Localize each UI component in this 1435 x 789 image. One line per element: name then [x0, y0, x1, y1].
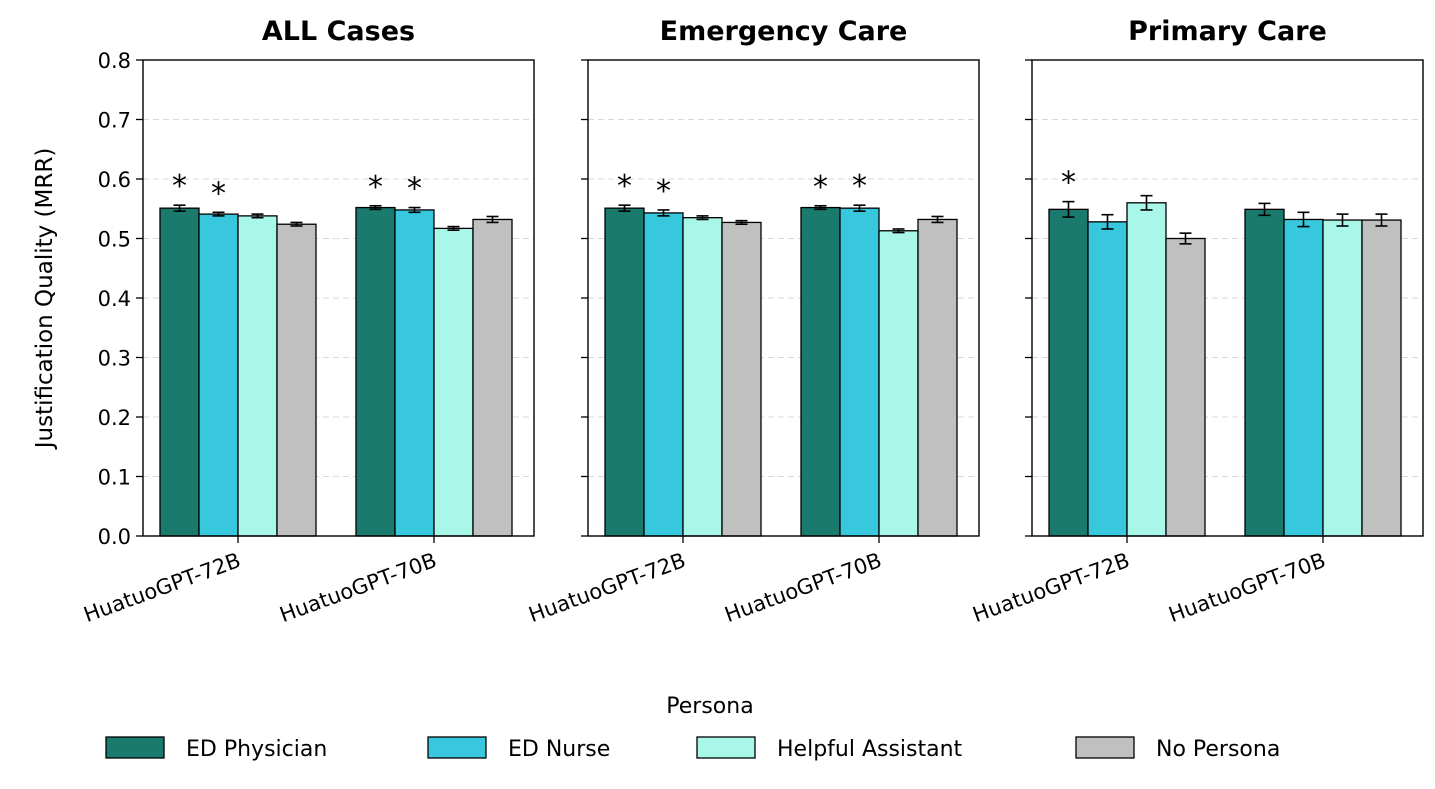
y-tick-label: 0.0 [98, 525, 131, 549]
significance-star: * [211, 176, 226, 211]
x-tick-label: HuatuoGPT-72B [970, 548, 1133, 627]
bar-ed-physician [159, 207, 200, 537]
bar-helpful-assistant [1126, 202, 1167, 537]
legend-swatch [105, 736, 165, 759]
significance-star: * [852, 169, 867, 204]
legend-item-no-persona: No Persona [1075, 736, 1280, 762]
y-tick-label: 0.6 [98, 168, 131, 192]
y-tick-label: 0.7 [98, 109, 131, 133]
panel-title: Primary Care [1128, 16, 1327, 47]
bar-helpful-assistant [237, 215, 278, 537]
legend: Persona ED Physician ED Nurse Helpful Assi… [105, 694, 1280, 762]
legend-item-helpful-assistant: Helpful Assistant [696, 736, 963, 762]
x-tick-label: HuatuoGPT-70B [1166, 548, 1329, 627]
y-tick-label: 0.4 [98, 287, 131, 311]
x-tick-label: HuatuoGPT-72B [526, 548, 689, 627]
bar-helpful-assistant [682, 217, 723, 537]
bar-ed-nurse [1087, 221, 1128, 537]
bar-ed-nurse [394, 209, 435, 537]
y-tick-label: 0.5 [98, 228, 131, 252]
bar-no-persona [721, 221, 762, 537]
bar-ed-nurse [643, 212, 684, 537]
y-tick-label: 0.1 [98, 466, 131, 490]
significance-star: * [172, 169, 187, 204]
x-tick-label: HuatuoGPT-72B [81, 548, 244, 627]
panel-2: * HuatuoGPT-72B HuatuoGPT-70B Primary Care [970, 16, 1424, 627]
significance-star: * [617, 169, 632, 204]
legend-title: Persona [666, 694, 753, 719]
x-tick-label: HuatuoGPT-70B [277, 548, 440, 627]
bar-ed-physician [800, 206, 841, 537]
y-tick-label: 0.2 [98, 406, 131, 430]
bar-helpful-assistant [878, 230, 919, 537]
panel-title: ALL Cases [262, 16, 415, 47]
legend-item-ed-physician: ED Physician [105, 736, 327, 762]
legend-label: No Persona [1156, 737, 1280, 762]
bar-no-persona [917, 218, 958, 537]
bar-helpful-assistant [1322, 219, 1363, 537]
legend-swatch [696, 736, 756, 759]
panel-0: * * HuatuoGPT-72B * * HuatuoGPT-70B 0.0 0.1 0.2 0… [81, 16, 535, 627]
significance-star: * [656, 174, 671, 209]
y-axis-label: Justification Quality (MRR) [32, 148, 58, 451]
bar-no-persona [276, 223, 317, 537]
y-tick-label: 0.8 [98, 49, 131, 73]
legend-swatch [1075, 736, 1135, 759]
legend-label: ED Nurse [508, 737, 610, 762]
significance-star: * [813, 170, 828, 205]
panel-1: * * HuatuoGPT-72B * * HuatuoGPT-70B Emergency … [526, 16, 980, 627]
legend-swatch [427, 736, 487, 759]
legend-label: ED Physician [186, 737, 327, 762]
bar-ed-physician [1048, 208, 1089, 537]
legend-item-ed-nurse: ED Nurse [427, 736, 610, 762]
bar-ed-physician [604, 207, 645, 537]
bar-no-persona [472, 218, 513, 537]
bar-ed-physician [355, 206, 396, 537]
significance-star: * [1061, 166, 1076, 201]
bar-ed-nurse [198, 213, 239, 537]
x-tick-label: HuatuoGPT-70B [722, 548, 885, 627]
bar-no-persona [1361, 219, 1402, 537]
panel-title: Emergency Care [660, 16, 908, 47]
y-tick-label: 0.3 [98, 347, 131, 371]
bar-no-persona [1165, 237, 1206, 537]
bar-ed-nurse [1283, 218, 1324, 537]
significance-star: * [407, 172, 422, 207]
legend-label: Helpful Assistant [777, 737, 963, 762]
significance-star: * [368, 170, 383, 205]
bar-ed-physician [1244, 208, 1285, 537]
bar-ed-nurse [839, 207, 880, 537]
bar-helpful-assistant [433, 227, 474, 537]
